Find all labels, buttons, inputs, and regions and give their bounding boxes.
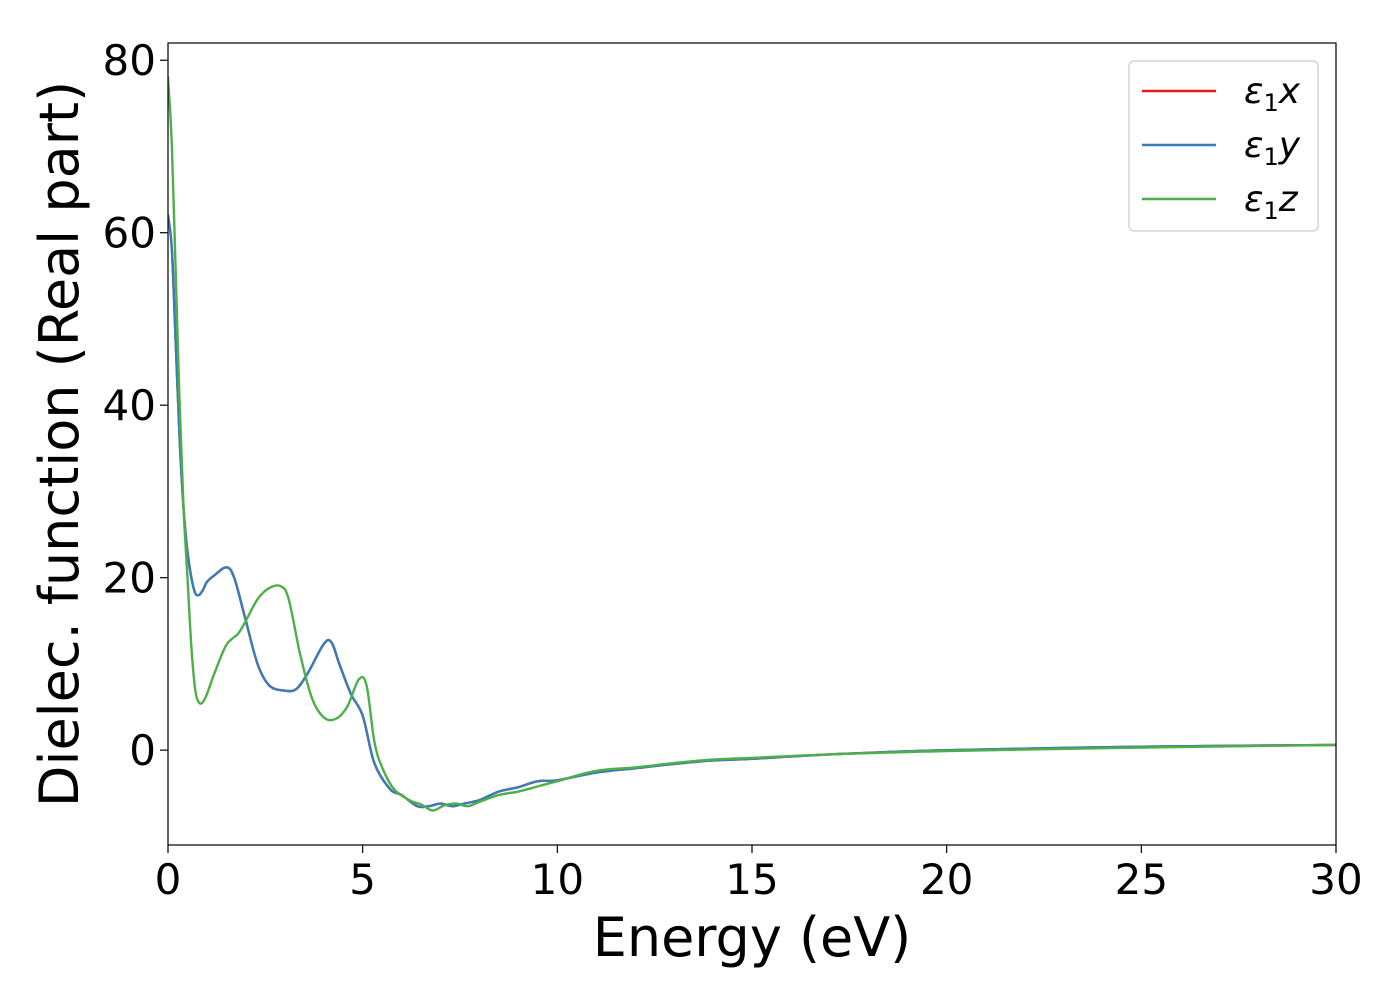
- y-tick-label: 0: [129, 726, 156, 775]
- x-tick-label: 10: [531, 855, 584, 904]
- series-line-y: [168, 214, 1336, 809]
- x-axis-ticks: 0 5 10 15 20 25 30: [155, 845, 1363, 904]
- legend-entry-x: ε1x: [1244, 71, 1301, 117]
- x-tick-label: 15: [725, 855, 778, 904]
- x-tick-label: 20: [920, 855, 973, 904]
- y-tick-label: 20: [103, 554, 156, 603]
- x-tick-label: 25: [1115, 855, 1168, 904]
- legend: ε1x ε1y ε1z: [1128, 60, 1319, 232]
- y-tick-label: 40: [103, 381, 156, 430]
- x-tick-label: 5: [349, 855, 376, 904]
- y-axis-label: Dielec. function (Real part): [28, 81, 91, 807]
- x-axis-label: Energy (eV): [593, 906, 912, 969]
- legend-entry-z: ε1z: [1244, 179, 1299, 225]
- series-line-x: [168, 214, 1336, 809]
- y-tick-label: 60: [103, 209, 156, 258]
- y-tick-label: 80: [103, 36, 156, 85]
- legend-box: [1128, 60, 1319, 232]
- x-tick-label: 30: [1309, 855, 1362, 904]
- series-layer: [168, 76, 1336, 812]
- series-line-z: [168, 76, 1336, 812]
- x-tick-label: 0: [155, 855, 182, 904]
- y-axis-ticks: 0 20 40 60 80: [103, 36, 168, 775]
- legend-entry-y: ε1y: [1244, 125, 1301, 171]
